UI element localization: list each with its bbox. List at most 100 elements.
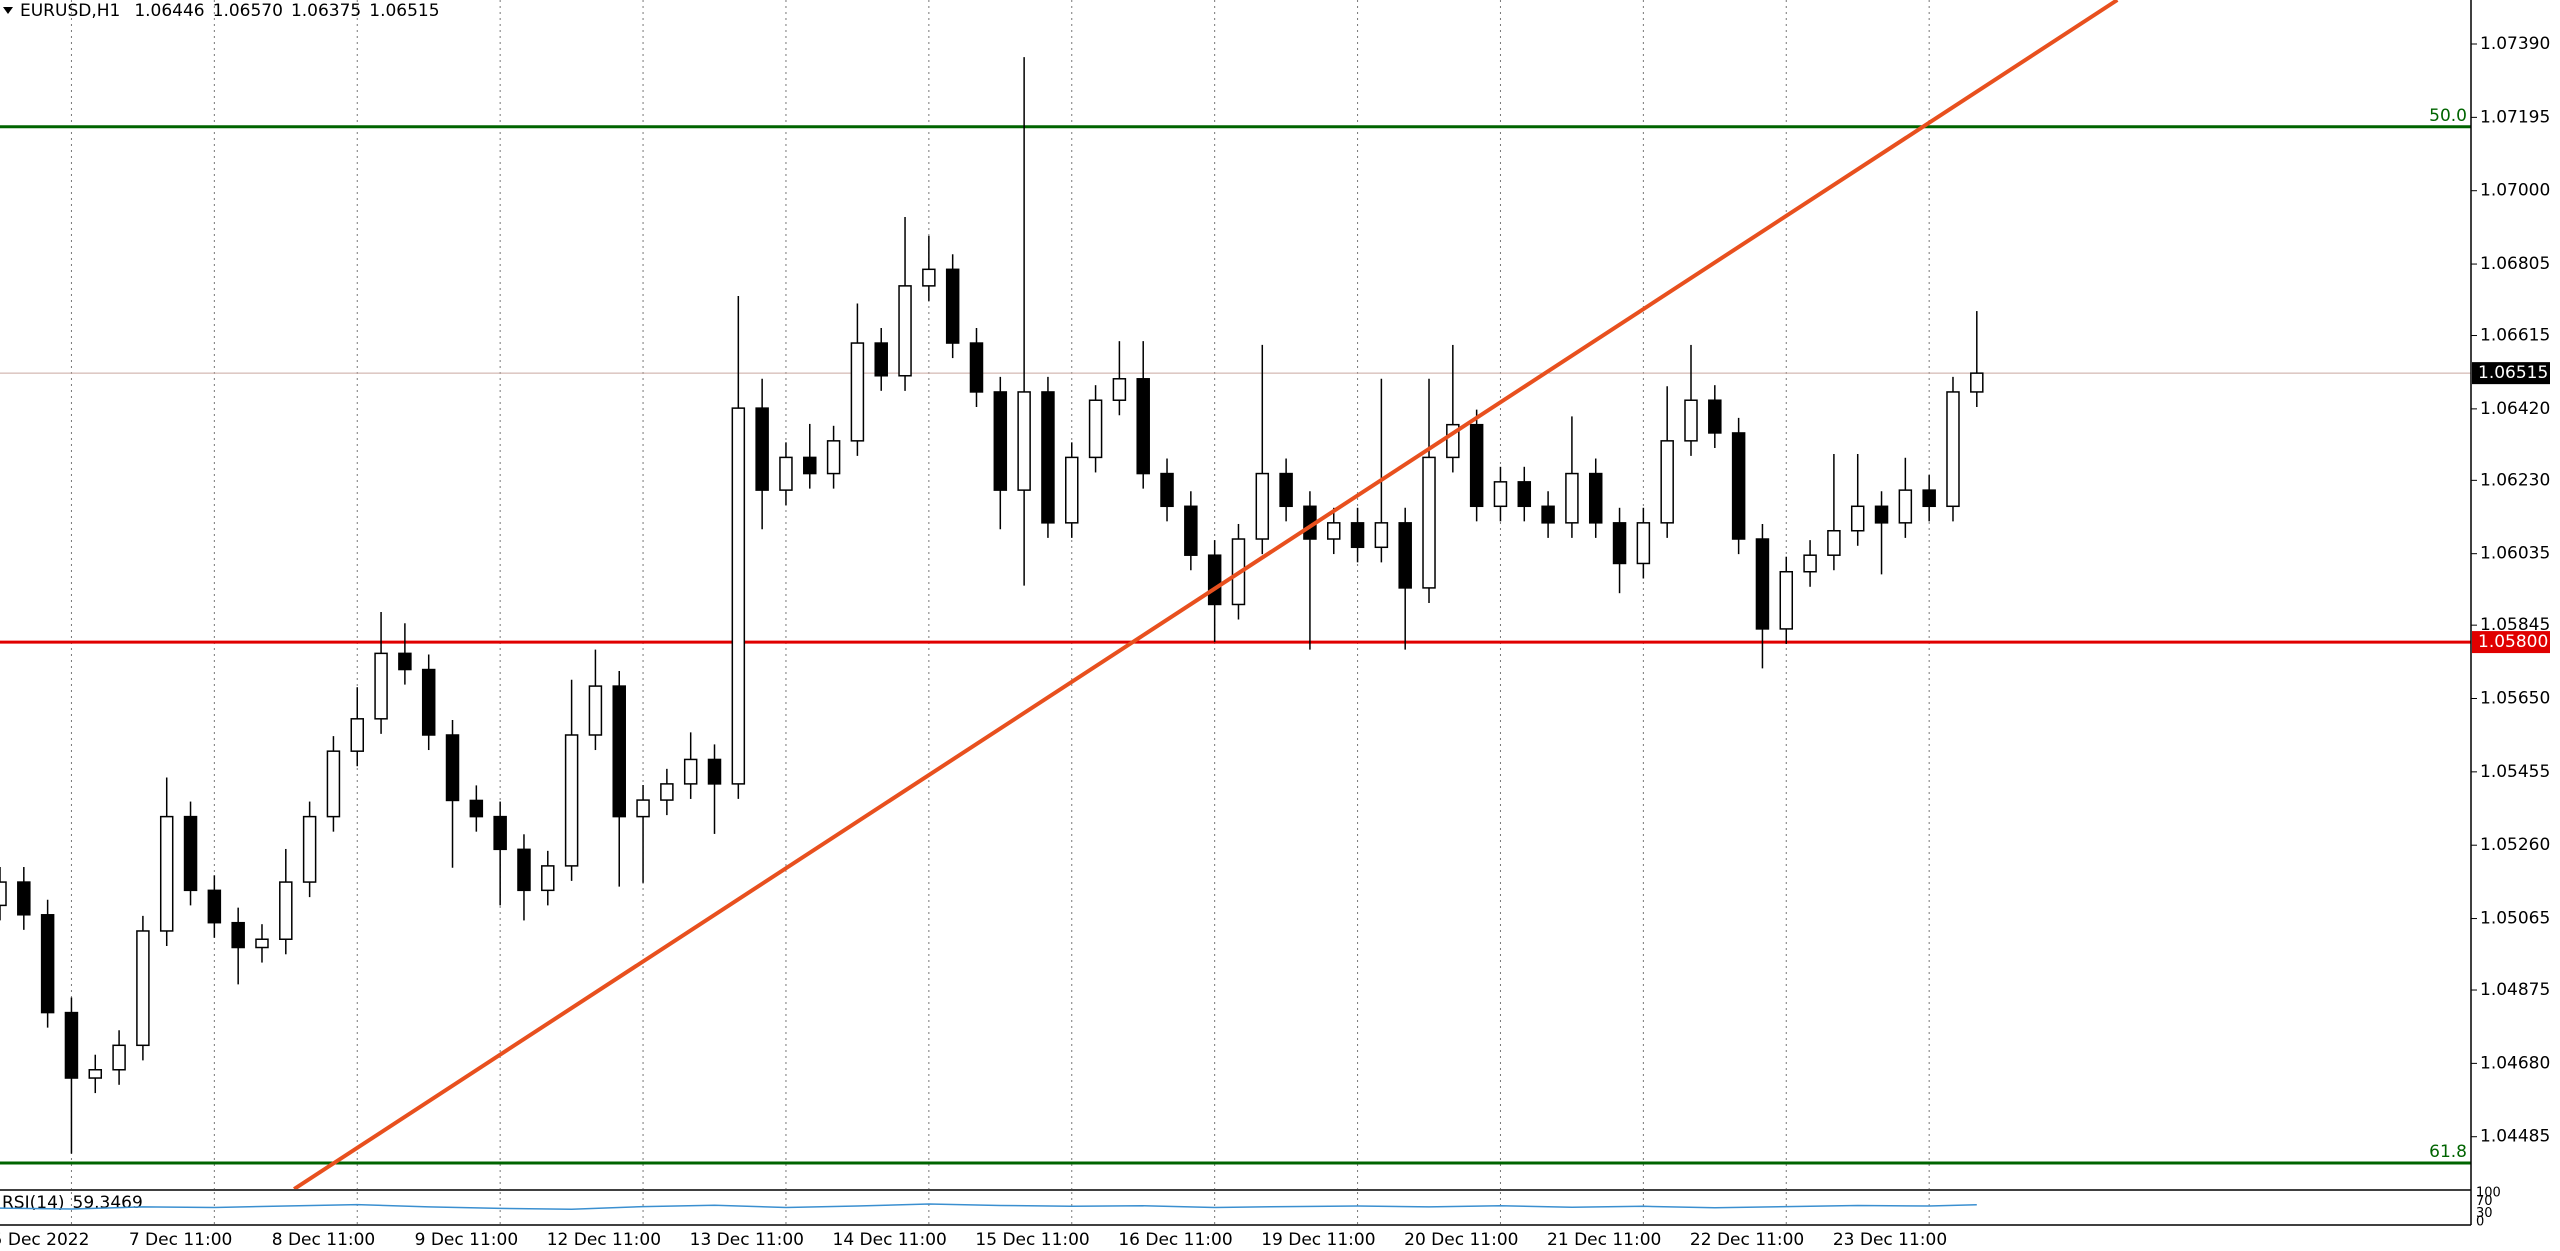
candle-body bbox=[279, 881, 293, 940]
y-tick-label: 1.07390 bbox=[2480, 34, 2550, 54]
candle-body bbox=[1565, 472, 1579, 524]
y-tick-label: 1.04680 bbox=[2480, 1053, 2550, 1073]
header-high: 1.06570 bbox=[213, 1, 283, 21]
rsi-name: RSI(14) bbox=[2, 1193, 65, 1213]
x-tick-label: 12 Dec 11:00 bbox=[547, 1230, 661, 1250]
y-tick-label: 1.04875 bbox=[2480, 980, 2550, 1000]
candle-body bbox=[1184, 505, 1198, 556]
candle-body bbox=[1065, 456, 1079, 524]
y-tick-label: 1.05845 bbox=[2480, 615, 2550, 635]
x-tick-label: 23 Dec 11:00 bbox=[1833, 1230, 1947, 1250]
candle-body bbox=[1684, 399, 1698, 442]
fib-level-label: 61.8 bbox=[2429, 1142, 2467, 1162]
x-tick-label: 7 Dec 11:00 bbox=[129, 1230, 233, 1250]
y-tick-label: 1.05455 bbox=[2480, 762, 2550, 782]
y-tick-label: 1.05065 bbox=[2480, 909, 2550, 929]
candle-body bbox=[493, 815, 507, 851]
chart-header: EURUSD,H1 1.06446 1.06570 1.06375 1.06515 bbox=[20, 1, 440, 21]
candle-body bbox=[398, 652, 412, 671]
y-tick-label: 1.07195 bbox=[2480, 107, 2550, 127]
x-tick-label: 14 Dec 11:00 bbox=[833, 1230, 947, 1250]
candle-body bbox=[850, 342, 865, 442]
candle-body bbox=[1088, 399, 1103, 459]
candle-body bbox=[64, 1011, 79, 1079]
candle-body bbox=[40, 914, 55, 1014]
candle-body bbox=[874, 342, 888, 377]
candle-body bbox=[1255, 472, 1270, 540]
candle-body bbox=[803, 456, 817, 475]
candle-body bbox=[755, 407, 769, 491]
candle-body bbox=[1469, 423, 1484, 508]
candle-body bbox=[1398, 522, 1412, 589]
rsi-tick-label: 0 bbox=[2476, 1215, 2484, 1230]
candle-body bbox=[898, 285, 912, 377]
candle-body bbox=[231, 921, 245, 949]
candle-body bbox=[326, 750, 341, 818]
x-tick-label: 16 Dec 11:00 bbox=[1118, 1230, 1232, 1250]
candle-body bbox=[159, 815, 174, 932]
candle-body bbox=[1374, 522, 1389, 549]
candle-body bbox=[541, 865, 555, 892]
y-tick-label: 1.05260 bbox=[2480, 835, 2550, 855]
candle-body bbox=[660, 783, 674, 801]
candle-body bbox=[421, 668, 436, 736]
candle-body bbox=[1660, 440, 1674, 524]
candle-body bbox=[1541, 505, 1555, 524]
candle-body bbox=[1517, 481, 1532, 508]
candle-body bbox=[302, 815, 317, 883]
candle-body bbox=[1207, 554, 1222, 606]
candle-body bbox=[1112, 378, 1127, 401]
candle-body bbox=[17, 881, 31, 916]
candle-body bbox=[112, 1044, 126, 1071]
candle-body bbox=[1422, 456, 1436, 589]
rsi-label: RSI(14) 59.3469 bbox=[2, 1193, 143, 1213]
candle-body bbox=[1731, 432, 1746, 540]
x-tick-label: 19 Dec 11:00 bbox=[1261, 1230, 1375, 1250]
candle-body bbox=[683, 758, 698, 785]
candle-body bbox=[1612, 522, 1627, 565]
candle-body bbox=[1493, 481, 1508, 508]
price-label: 1.05800 bbox=[2478, 632, 2548, 652]
candle-body bbox=[1041, 391, 1055, 524]
header-close: 1.06515 bbox=[369, 1, 439, 21]
y-tick-label: 1.06230 bbox=[2480, 470, 2550, 490]
symbol: EURUSD,H1 bbox=[20, 1, 120, 21]
rsi-value: 59.3469 bbox=[73, 1193, 143, 1213]
current-price-label: 1.06515 bbox=[2478, 363, 2548, 383]
candle-body bbox=[255, 938, 269, 949]
candle-body bbox=[183, 815, 198, 892]
candle-body bbox=[707, 758, 722, 785]
candle-body bbox=[350, 718, 365, 752]
x-tick-label: 15 Dec 11:00 bbox=[975, 1230, 1089, 1250]
candle-body bbox=[469, 799, 484, 818]
candle-body bbox=[1588, 472, 1603, 524]
y-tick-label: 1.06420 bbox=[2480, 399, 2550, 419]
candle-body bbox=[1279, 472, 1293, 508]
candle-body bbox=[993, 391, 1008, 491]
candle-body bbox=[136, 930, 150, 1047]
x-tick-label: 22 Dec 11:00 bbox=[1690, 1230, 1804, 1250]
y-tick-label: 1.04485 bbox=[2480, 1127, 2550, 1147]
y-tick-label: 1.06615 bbox=[2480, 326, 2550, 346]
candle-body bbox=[588, 685, 603, 736]
candle-body bbox=[1922, 489, 1936, 508]
candle-body bbox=[1350, 522, 1365, 549]
trendline bbox=[293, 0, 2119, 1189]
candle-body bbox=[0, 881, 7, 907]
candle-body bbox=[1970, 372, 1984, 393]
candle-body bbox=[207, 889, 222, 924]
x-tick-label: 21 Dec 11:00 bbox=[1547, 1230, 1661, 1250]
candle-body bbox=[1874, 505, 1889, 524]
candle-body bbox=[564, 734, 579, 867]
candle-body bbox=[1779, 570, 1794, 630]
candle-body bbox=[1850, 505, 1865, 532]
candle-body bbox=[1946, 391, 1960, 508]
candle-body bbox=[88, 1069, 103, 1079]
rsi-line bbox=[0, 1203, 1977, 1210]
candle-body bbox=[731, 407, 746, 785]
y-tick-label: 1.05650 bbox=[2480, 689, 2550, 709]
candle-body bbox=[374, 652, 388, 720]
rsi-tick-label: 30 bbox=[2476, 1206, 2493, 1221]
